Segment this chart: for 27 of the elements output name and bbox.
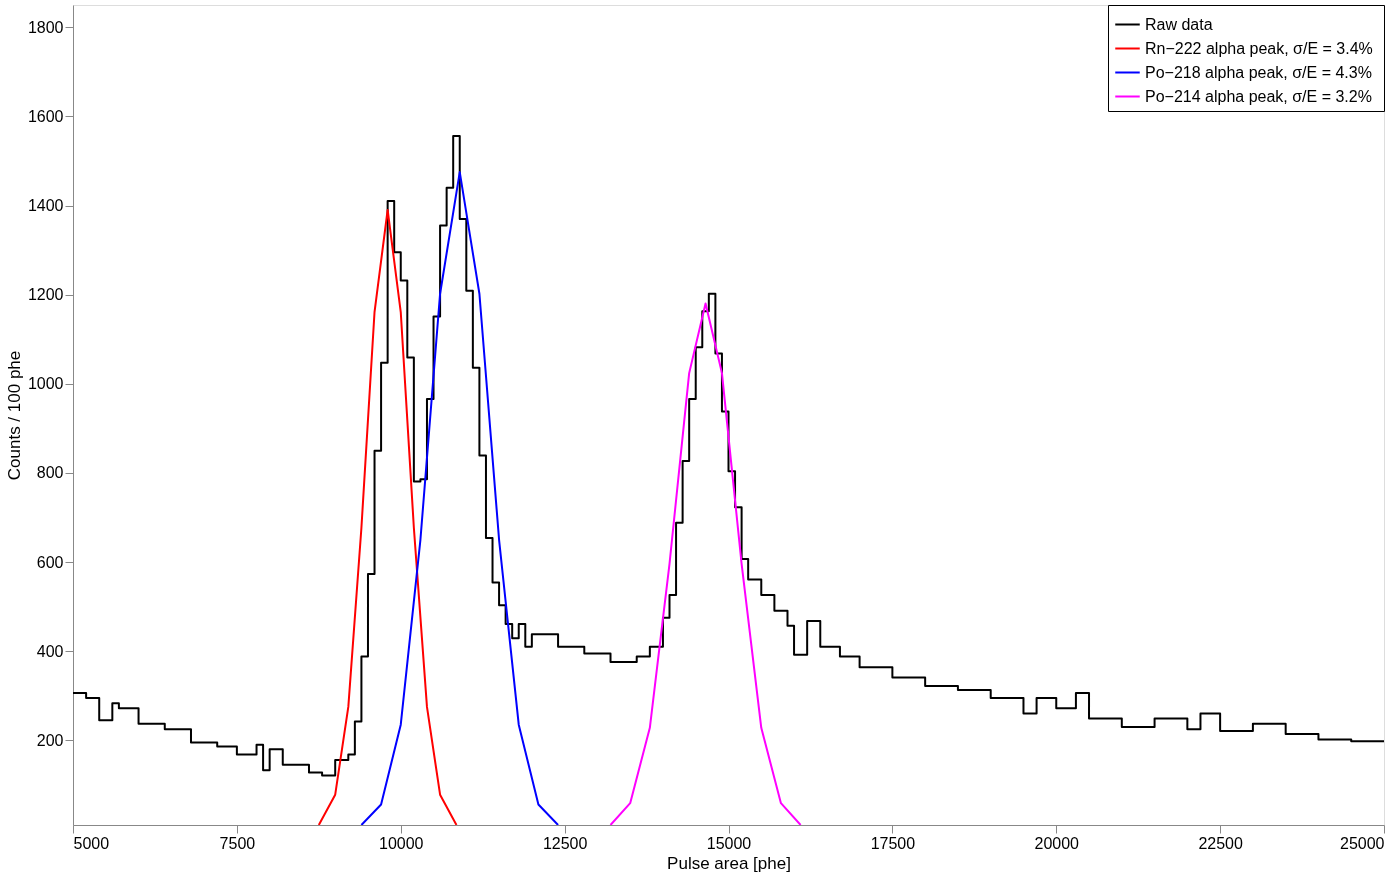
y-tick-label: 800 bbox=[36, 464, 64, 482]
y-tick-label: 1400 bbox=[27, 197, 64, 215]
x-tick-label: 5000 bbox=[73, 834, 110, 852]
legend-label: Po−218 alpha peak, σ/E = 4.3% bbox=[1145, 63, 1372, 81]
y-tick-label: 400 bbox=[36, 642, 64, 660]
x-axis-title: Pulse area [phe] bbox=[667, 853, 791, 873]
x-tick-label: 25000 bbox=[1340, 834, 1385, 852]
x-tick-label: 20000 bbox=[1034, 834, 1080, 852]
line-series bbox=[609, 302, 802, 825]
line-series bbox=[317, 209, 458, 825]
y-tick-label: 1600 bbox=[27, 107, 64, 125]
x-tick-label: 22500 bbox=[1198, 834, 1243, 852]
y-tick-label: 600 bbox=[36, 553, 64, 571]
x-tick-label: 7500 bbox=[219, 834, 256, 852]
y-axis-title: Counts / 100 phe bbox=[4, 350, 24, 481]
x-tick-label: 10000 bbox=[379, 834, 424, 852]
y-tick-label: 200 bbox=[36, 731, 64, 749]
y-tick-label: 1000 bbox=[27, 375, 64, 393]
x-tick-label: 15000 bbox=[706, 834, 752, 852]
legend-label: Po−214 alpha peak, σ/E = 3.2% bbox=[1145, 87, 1372, 105]
y-tick-label: 1800 bbox=[27, 18, 64, 36]
x-tick-label: 12500 bbox=[542, 834, 588, 852]
legend-label: Rn−222 alpha peak, σ/E = 3.4% bbox=[1145, 39, 1373, 57]
legend-label: Raw data bbox=[1145, 15, 1213, 33]
x-tick-label: 17500 bbox=[870, 834, 916, 852]
y-tick-label: 1200 bbox=[27, 286, 64, 304]
line-series bbox=[360, 171, 560, 825]
